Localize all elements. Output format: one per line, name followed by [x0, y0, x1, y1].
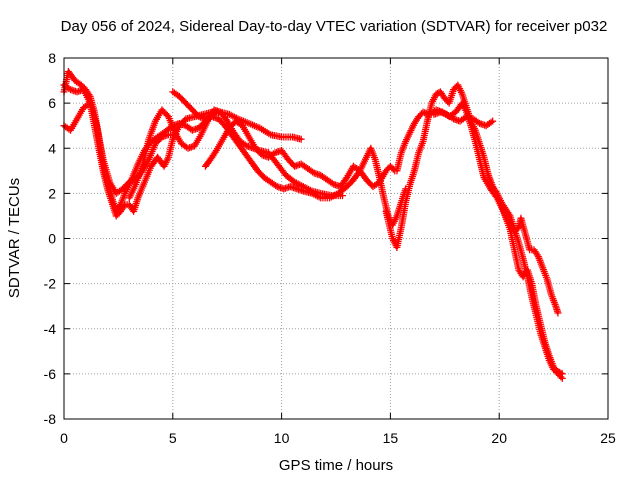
x-tick-label: 25 — [600, 430, 616, 446]
y-tick-label: 8 — [48, 50, 56, 66]
x-tick-label: 20 — [491, 430, 507, 446]
data-point — [558, 370, 566, 378]
y-tick-label: -6 — [44, 366, 57, 382]
axis-ticks: 0 5 10 15 20 25 -8 -6 -4 -2 0 2 4 6 8 — [44, 50, 616, 446]
data-point — [297, 135, 305, 143]
y-tick-label: 4 — [48, 140, 56, 156]
series-arc-10 — [484, 171, 562, 317]
x-tick-label: 10 — [274, 430, 290, 446]
data-point — [487, 118, 495, 126]
y-tick-label: 6 — [48, 95, 56, 111]
x-tick-label: 0 — [60, 430, 68, 446]
y-tick-label: -2 — [44, 276, 57, 292]
series-arc-3 — [60, 81, 305, 220]
x-tick-label: 15 — [383, 430, 399, 446]
series-arc-9 — [430, 108, 497, 130]
y-tick-label: 0 — [48, 231, 56, 247]
x-tick-label: 5 — [169, 430, 177, 446]
data-point — [557, 369, 565, 377]
y-tick-label: 2 — [48, 185, 56, 201]
x-axis-label: GPS time / hours — [279, 457, 393, 474]
series-arc-4 — [125, 106, 347, 202]
y-tick-label: -4 — [44, 321, 57, 337]
chart-title: Day 056 of 2024, Sidereal Day-to-day VTE… — [61, 18, 608, 35]
y-axis-label: SDTVAR / TECUs — [6, 178, 23, 298]
series-arc-6 — [201, 117, 399, 191]
series-arc-5 — [169, 88, 410, 229]
y-tick-label: -8 — [44, 411, 57, 427]
data-point — [489, 117, 497, 125]
data-point — [554, 309, 562, 317]
data-series — [60, 68, 566, 382]
